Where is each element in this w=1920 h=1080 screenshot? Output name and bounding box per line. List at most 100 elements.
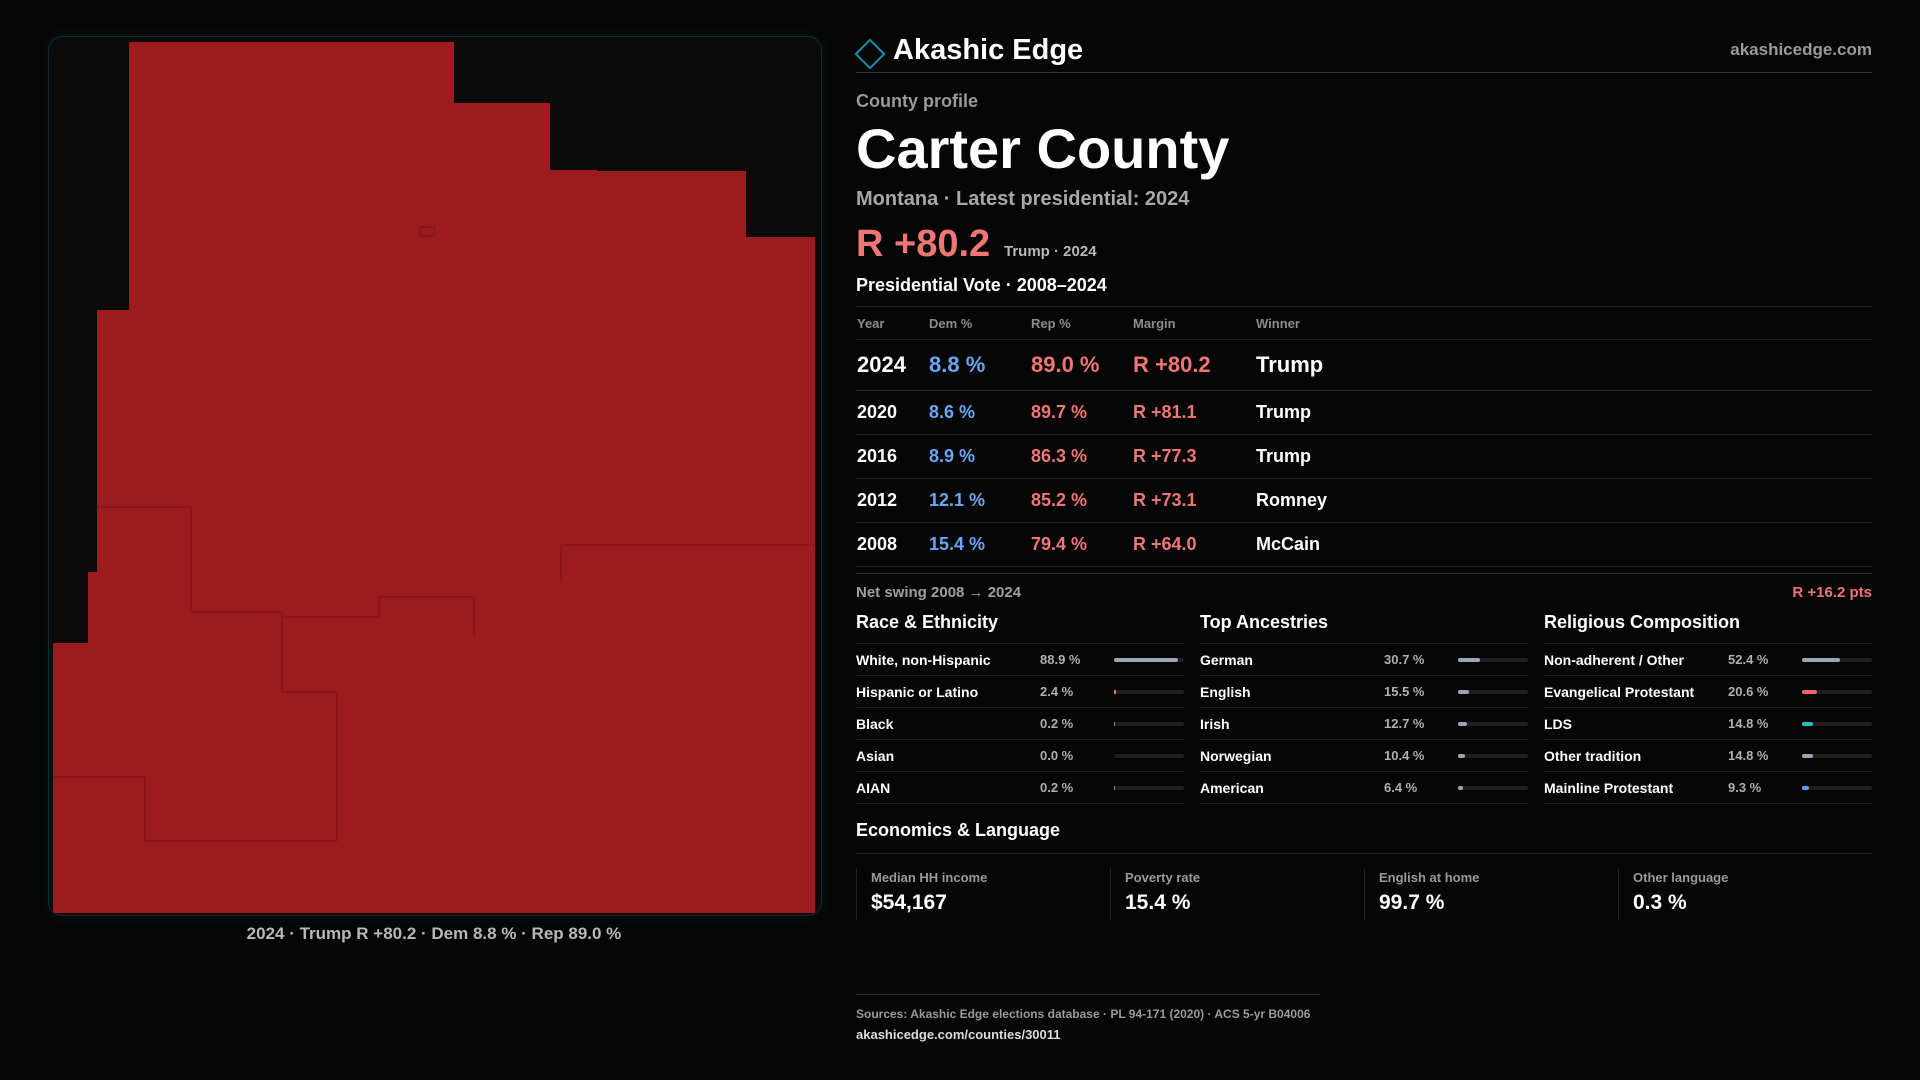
list-item: Non-adherent / Other 52.4 % xyxy=(1544,644,1872,676)
row-year: 2012 xyxy=(856,478,928,523)
item-label: American xyxy=(1200,779,1264,796)
econ-value: $54,167 xyxy=(871,891,947,914)
race-section: Race & Ethnicity White, non-Hispanic 88.9… xyxy=(856,612,1184,804)
diamond-icon xyxy=(854,38,886,70)
county-shape[interactable] xyxy=(53,42,815,913)
col-year: Year xyxy=(856,307,928,340)
row-winner: Romney xyxy=(1255,478,1872,523)
economics-title: Economics & Language xyxy=(856,820,1872,854)
econ-label: English at home xyxy=(1379,870,1480,885)
vote-table-header: Year Dem % Rep % Margin Winner xyxy=(856,307,1872,340)
item-label: German xyxy=(1200,651,1253,668)
religion-list: Non-adherent / Other 52.4 % Evangelical Pr… xyxy=(1544,644,1872,804)
item-label: White, non-Hispanic xyxy=(856,651,991,668)
row-winner: Trump xyxy=(1255,390,1872,435)
share-bar xyxy=(1802,689,1872,694)
list-item: Norwegian 10.4 % xyxy=(1200,740,1528,772)
col-margin: Margin xyxy=(1132,307,1255,340)
vote-section-title: Presidential Vote · 2008–2024 xyxy=(856,275,1872,307)
sources-footer: Sources: Akashic Edge elections database… xyxy=(856,994,1320,1042)
econ-card-income: Median HH income $54,167 xyxy=(856,868,1110,920)
col-winner: Winner xyxy=(1255,307,1872,340)
share-bar xyxy=(1114,721,1184,726)
row-year: 2008 xyxy=(856,522,928,567)
share-bar xyxy=(1802,657,1872,662)
row-dem: 8.9 % xyxy=(928,434,1030,479)
item-label: Mainline Protestant xyxy=(1544,779,1674,796)
item-value: 20.6 % xyxy=(1728,684,1769,699)
profile-panel: Akashic Edge akashicedge.com County prof… xyxy=(854,30,1872,920)
row-margin: R +64.0 xyxy=(1132,522,1255,567)
item-value: 6.4 % xyxy=(1384,780,1418,795)
econ-card-english: English at home 99.7 % xyxy=(1364,868,1618,920)
latest-margin: R +80.2 Trump · 2024 xyxy=(856,223,1872,267)
row-rep: 89.7 % xyxy=(1030,390,1132,435)
ancestry-list: German 30.7 % English 15.5 % Irish 12.7 % Norw… xyxy=(1200,644,1528,804)
share-bar-fill xyxy=(1458,689,1470,694)
econ-card-other-language: Other language 0.3 % xyxy=(1618,868,1872,920)
share-bar xyxy=(1802,721,1872,726)
county-subtitle: Montana · Latest presidential: 2024 xyxy=(856,188,1190,210)
econ-label: Poverty rate xyxy=(1125,870,1201,885)
col-rep: Rep % xyxy=(1030,307,1132,340)
site-url[interactable]: akashicedge.com xyxy=(1730,40,1872,59)
list-item: White, non-Hispanic 88.9 % xyxy=(856,644,1184,676)
list-item: Irish 12.7 % xyxy=(1200,708,1528,740)
list-item: Black 0.2 % xyxy=(856,708,1184,740)
share-bar xyxy=(1458,753,1528,758)
col-dem: Dem % xyxy=(928,307,1030,340)
table-row: 2024 8.8 % 89.0 % R +80.2 Trump xyxy=(856,339,1872,391)
ancestry-section: Top Ancestries German 30.7 % English 15.5 %… xyxy=(1200,612,1528,804)
demographics: Race & Ethnicity White, non-Hispanic 88.9… xyxy=(856,612,1872,804)
share-bar xyxy=(1458,689,1528,694)
list-item: Hispanic or Latino 2.4 % xyxy=(856,676,1184,708)
row-winner: McCain xyxy=(1255,522,1872,567)
list-item: American 6.4 % xyxy=(1200,772,1528,804)
item-value: 15.5 % xyxy=(1384,684,1425,699)
item-value: 88.9 % xyxy=(1040,652,1081,667)
religion-title: Religious Composition xyxy=(1544,612,1872,644)
econ-value: 0.3 % xyxy=(1633,891,1687,914)
row-dem: 15.4 % xyxy=(928,522,1030,567)
table-row: 2016 8.9 % 86.3 % R +77.3 Trump xyxy=(856,434,1872,479)
net-swing-label: Net swing 2008 → 2024 xyxy=(856,584,1022,601)
share-bar-fill xyxy=(1458,785,1463,790)
race-list: White, non-Hispanic 88.9 % Hispanic or Lat… xyxy=(856,644,1184,804)
item-value: 0.2 % xyxy=(1040,716,1074,731)
item-label: Asian xyxy=(856,747,895,764)
share-bar xyxy=(1114,657,1184,662)
row-dem: 12.1 % xyxy=(928,478,1030,523)
sources-text: Sources: Akashic Edge elections database… xyxy=(856,1007,1311,1021)
row-winner: Trump xyxy=(1255,434,1872,479)
sources-url[interactable]: akashicedge.com/counties/30011 xyxy=(856,1027,1061,1042)
item-value: 52.4 % xyxy=(1728,652,1769,667)
item-value: 0.0 % xyxy=(1040,748,1074,763)
share-bar xyxy=(1114,689,1184,694)
row-dem: 8.6 % xyxy=(928,390,1030,435)
share-bar xyxy=(1458,721,1528,726)
econ-label: Median HH income xyxy=(871,870,988,885)
item-label: Hispanic or Latino xyxy=(856,683,979,700)
precinct-lines xyxy=(53,226,815,842)
latest-margin-value: R +80.2 xyxy=(856,223,991,265)
row-margin: R +77.3 xyxy=(1132,434,1255,479)
econ-value: 15.4 % xyxy=(1125,891,1191,914)
item-label: Other tradition xyxy=(1544,747,1642,764)
item-value: 0.2 % xyxy=(1040,780,1074,795)
brand-name[interactable]: Akashic Edge xyxy=(893,34,1084,66)
econ-value: 99.7 % xyxy=(1379,891,1445,914)
share-bar-fill xyxy=(1458,657,1481,662)
item-value: 12.7 % xyxy=(1384,716,1425,731)
item-value: 14.8 % xyxy=(1728,748,1769,763)
row-margin: R +81.1 xyxy=(1132,390,1255,435)
econ-label: Other language xyxy=(1633,870,1729,885)
row-rep: 89.0 % xyxy=(1030,339,1132,391)
item-label: Irish xyxy=(1200,715,1230,732)
share-bar-fill xyxy=(1458,753,1466,758)
list-item: Other tradition 14.8 % xyxy=(1544,740,1872,772)
item-value: 14.8 % xyxy=(1728,716,1769,731)
item-value: 10.4 % xyxy=(1384,748,1425,763)
share-bar xyxy=(1458,785,1528,790)
row-rep: 85.2 % xyxy=(1030,478,1132,523)
share-bar-fill xyxy=(1802,657,1840,662)
